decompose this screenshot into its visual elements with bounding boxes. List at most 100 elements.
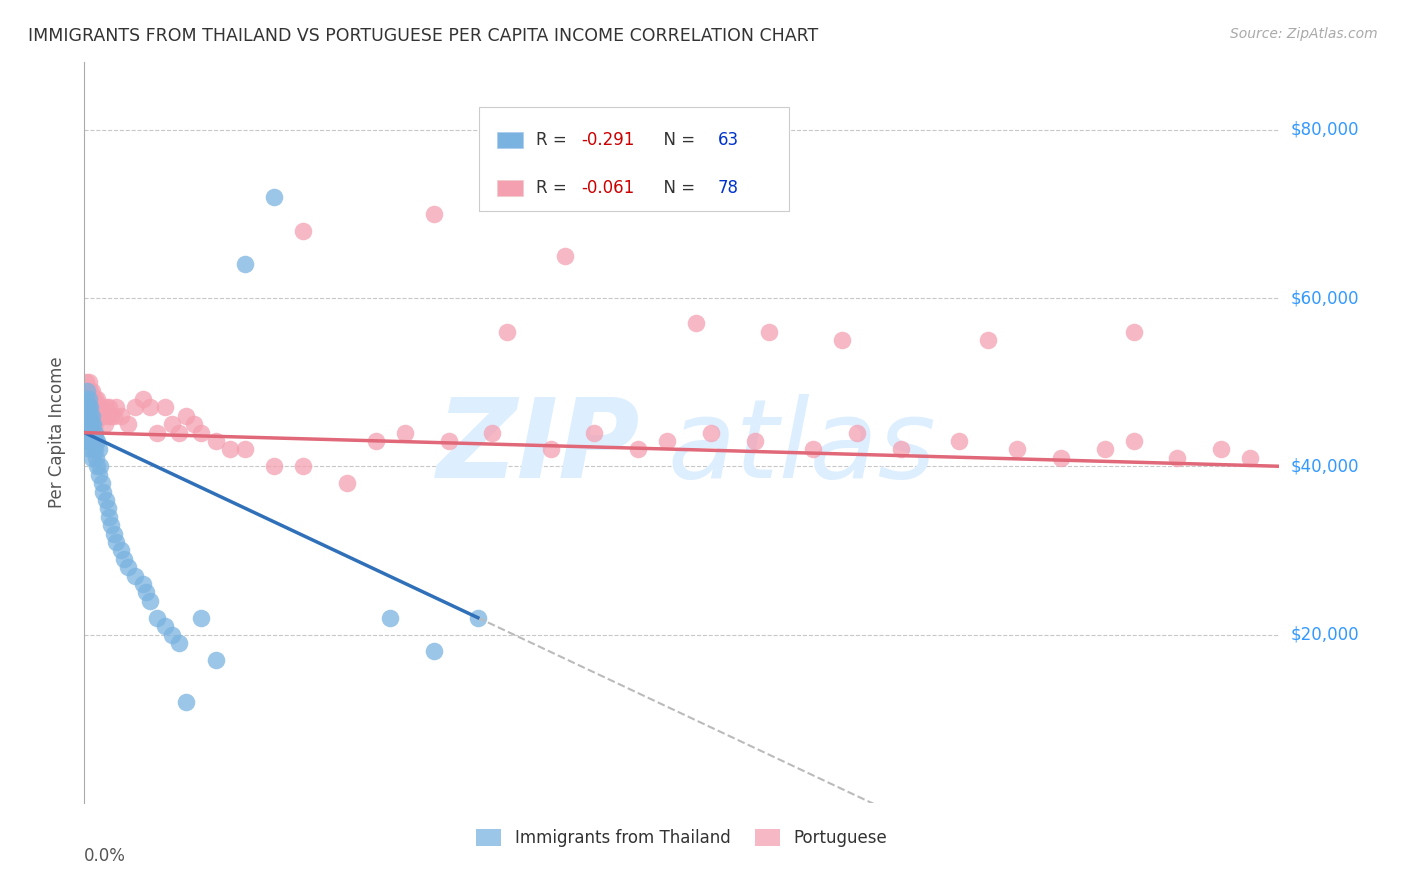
Point (79, 401, 101, 415)
Point (76, 434, 98, 448)
Point (889, 442, 911, 457)
Point (82, 442, 104, 457)
Point (84, 434, 107, 448)
Point (204, 653, 226, 667)
Point (77, 375, 100, 389)
Point (1094, 442, 1116, 457)
Point (89, 459, 111, 474)
Point (83, 442, 105, 457)
Point (167, 425, 190, 440)
Point (91, 484, 114, 499)
Point (75, 409, 97, 423)
Point (139, 401, 162, 415)
Point (233, 257, 256, 271)
Legend: Immigrants from Thailand, Portuguese: Immigrants from Thailand, Portuguese (470, 822, 894, 854)
Point (583, 425, 606, 440)
Text: $60,000: $60,000 (1291, 289, 1360, 307)
Point (627, 442, 650, 457)
Text: 63: 63 (718, 131, 740, 149)
Point (77, 392, 100, 406)
Point (80, 417, 103, 432)
Point (77, 409, 100, 423)
Point (77, 392, 100, 406)
Point (131, 577, 153, 591)
Point (76, 409, 98, 423)
Point (423, 644, 446, 658)
Point (112, 551, 135, 566)
Point (80, 450, 103, 465)
Text: N =: N = (654, 178, 700, 197)
Point (105, 401, 128, 415)
Point (131, 392, 153, 406)
Point (96, 401, 118, 415)
Point (76, 417, 98, 432)
Point (77, 425, 100, 440)
Point (1050, 450, 1073, 465)
Point (98, 401, 121, 415)
Point (540, 442, 562, 457)
Point (83, 417, 105, 432)
Point (80, 409, 103, 423)
Point (83, 425, 105, 440)
Point (554, 249, 576, 263)
Point (176, 409, 198, 423)
Point (336, 476, 359, 491)
Point (291, 224, 314, 238)
Point (135, 585, 157, 599)
Point (263, 190, 285, 204)
Point (80, 425, 103, 440)
Point (76, 401, 98, 415)
Point (110, 409, 132, 423)
Point (82, 417, 104, 432)
Point (1122, 325, 1144, 339)
Point (263, 459, 285, 474)
Point (90, 401, 112, 415)
Point (77, 417, 100, 432)
Point (86, 409, 108, 423)
Point (86, 392, 108, 406)
Point (84, 450, 107, 465)
Point (80, 401, 103, 415)
Point (437, 434, 460, 448)
Text: Source: ZipAtlas.com: Source: ZipAtlas.com (1230, 27, 1378, 41)
Point (90, 476, 112, 491)
Point (831, 333, 853, 347)
Point (77, 401, 100, 415)
Point (79, 417, 101, 432)
Point (86, 459, 108, 474)
Y-axis label: Per Capita Income: Per Capita Income (48, 357, 66, 508)
Point (657, 434, 679, 448)
Point (124, 568, 146, 582)
Point (82, 425, 104, 440)
Point (153, 401, 176, 415)
Point (291, 459, 314, 474)
Point (105, 535, 128, 549)
Point (1166, 450, 1188, 465)
Point (75, 392, 97, 406)
Text: 78: 78 (718, 178, 738, 197)
Point (77, 434, 100, 448)
Point (1122, 434, 1144, 448)
Point (167, 636, 190, 650)
Point (380, 610, 402, 624)
Point (76, 384, 98, 398)
Point (1239, 450, 1261, 465)
Text: IMMIGRANTS FROM THAILAND VS PORTUGUESE PER CAPITA INCOME CORRELATION CHART: IMMIGRANTS FROM THAILAND VS PORTUGUESE P… (28, 27, 818, 45)
Point (80, 384, 103, 398)
Point (160, 417, 183, 432)
Point (83, 392, 105, 406)
Point (364, 434, 387, 448)
Point (153, 619, 176, 633)
FancyBboxPatch shape (479, 107, 790, 211)
Point (76, 384, 98, 398)
Point (183, 417, 205, 432)
Point (75, 375, 97, 389)
Point (481, 425, 503, 440)
Point (176, 695, 198, 709)
Text: R =: R = (536, 131, 572, 149)
Text: -0.061: -0.061 (582, 178, 634, 197)
Point (96, 492, 118, 507)
Point (103, 526, 125, 541)
Point (117, 417, 139, 432)
Point (146, 610, 169, 624)
